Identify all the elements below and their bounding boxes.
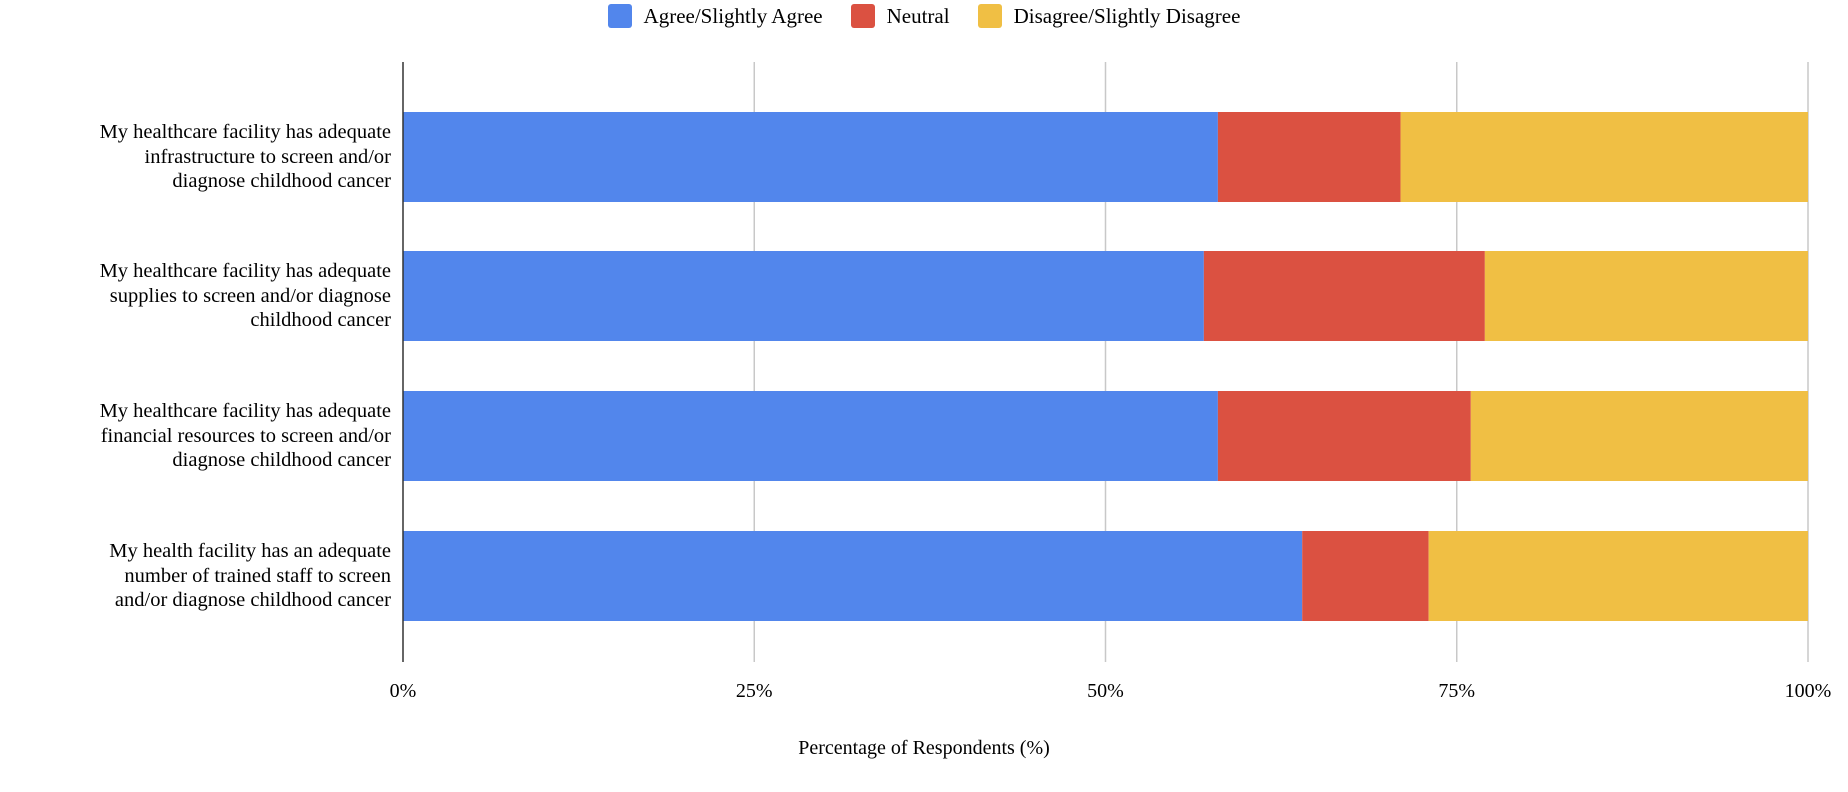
legend-swatch-1 — [850, 4, 875, 28]
bar-segment-0-0 — [403, 112, 1218, 202]
category-label-line: financial resources to screen and/or — [100, 424, 391, 447]
category-label-line: infrastructure to screen and/or — [144, 145, 391, 168]
bar-segment-1-2 — [1484, 251, 1808, 341]
category-label-0: My healthcare facility has adequate infra… — [20, 120, 391, 194]
legend-item-0: Agree/Slightly Agree — [607, 3, 823, 29]
chart-legend: Agree/Slightly Agree Neutral Disagree/Slig… — [0, 0, 1848, 32]
category-label-line: diagnose childhood cancer — [172, 170, 391, 193]
legend-swatch-0 — [607, 4, 632, 28]
category-label-2: My healthcare facility has adequate finan… — [20, 399, 391, 473]
bar-segment-1-0 — [403, 251, 1204, 341]
bar-segment-2-2 — [1470, 391, 1808, 481]
bar-segment-2-1 — [1217, 391, 1471, 481]
x-tick-label-4: 100% — [1784, 680, 1832, 702]
legend-item-2: Disagree/Slightly Disagree — [977, 3, 1241, 29]
bar-segment-2-0 — [403, 391, 1218, 481]
legend-item-1: Neutral — [850, 3, 950, 29]
bar-segment-0-1 — [1217, 112, 1401, 202]
legend-swatch-2 — [977, 4, 1002, 28]
x-tick-label-1: 25% — [735, 680, 773, 702]
bar-segment-0-2 — [1400, 112, 1808, 202]
bar-segment-3-1 — [1302, 531, 1429, 621]
bar-segment-3-0 — [403, 531, 1303, 621]
legend-label-0: Agree/Slightly Agree — [643, 3, 823, 28]
category-label-line: childhood cancer — [250, 309, 391, 332]
bar-segment-3-2 — [1428, 531, 1808, 621]
category-label-3: My health facility has an adequate number… — [20, 539, 391, 613]
legend-label-1: Neutral — [886, 3, 950, 28]
x-tick-label-2: 50% — [1087, 680, 1124, 702]
category-label-line: My healthcare facility has adequate — [99, 121, 391, 144]
category-label-line: diagnose childhood cancer — [172, 449, 391, 472]
bar-segment-1-1 — [1203, 251, 1485, 341]
x-axis-title: Percentage of Respondents (%) — [798, 737, 1050, 759]
category-label-line: My healthcare facility has adequate — [99, 400, 391, 423]
category-label-line: My health facility has an adequate — [109, 540, 391, 563]
category-label-line: supplies to screen and/or diagnose — [109, 284, 391, 307]
category-label-1: My healthcare facility has adequate suppl… — [20, 259, 391, 333]
x-tick-label-0: 0% — [389, 680, 417, 702]
category-label-line: My healthcare facility has adequate — [99, 260, 391, 283]
x-tick-label-3: 75% — [1438, 680, 1476, 702]
legend-label-2: Disagree/Slightly Disagree — [1013, 3, 1241, 28]
category-label-line: number of trained staff to screen — [124, 564, 391, 587]
category-label-line: and/or diagnose childhood cancer — [114, 589, 391, 612]
